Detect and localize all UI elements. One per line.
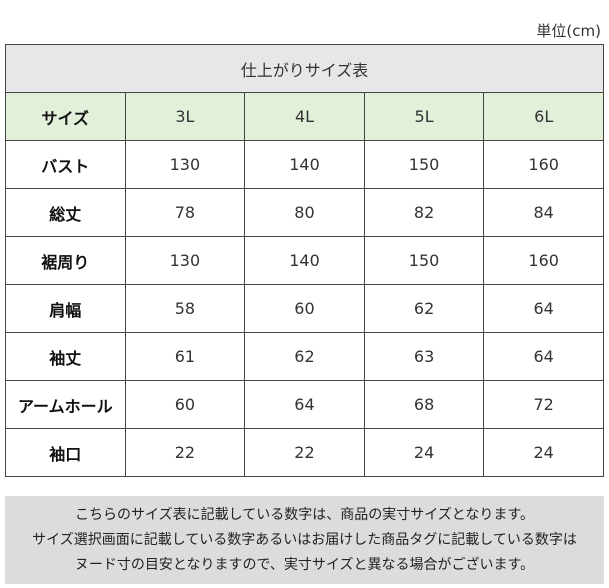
data-row: 裾周り 130 140 150 160 [5, 236, 604, 285]
cell-value: 150 [363, 236, 485, 285]
row-label: 裾周り [5, 236, 126, 285]
size-header: 4L [244, 92, 365, 141]
cell-value: 62 [244, 332, 365, 381]
data-row: アームホール 60 64 68 72 [5, 380, 604, 429]
cell-value: 24 [363, 428, 485, 477]
cell-value: 160 [483, 140, 604, 189]
data-row: 袖丈 61 62 63 64 [5, 332, 604, 381]
note-line: サイズ選択画面に記載している数字あるいはお届けした商品タグに記載している数字は [32, 531, 577, 548]
header-row: サイズ 3L 4L 5L 6L [5, 92, 604, 141]
cell-value: 64 [483, 332, 604, 381]
row-label: 肩幅 [5, 284, 126, 333]
cell-value: 160 [483, 236, 604, 285]
cell-value: 78 [124, 188, 246, 237]
cell-value: 61 [124, 332, 246, 381]
title-row: 仕上がりサイズ表 [5, 44, 604, 93]
table-body: 仕上がりサイズ表 サイズ 3L 4L 5L 6L バスト 130 140 150 160 総丈 78 8… [5, 44, 604, 477]
cell-value: 84 [483, 188, 604, 237]
data-row: バスト 130 140 150 160 [5, 140, 604, 189]
cell-value: 130 [124, 140, 246, 189]
cell-value: 62 [363, 284, 485, 333]
data-row: 総丈 78 80 82 84 [5, 188, 604, 237]
cell-value: 82 [363, 188, 485, 237]
cell-value: 64 [483, 284, 604, 333]
row-label: 袖口 [5, 428, 126, 477]
table-title: 仕上がりサイズ表 [5, 44, 604, 93]
cell-value: 130 [124, 236, 246, 285]
cell-value: 60 [124, 380, 246, 429]
size-table: 仕上がりサイズ表 サイズ 3L 4L 5L 6L バスト 130 140 150 160 総丈 78 8… [5, 44, 604, 477]
cell-value: 80 [244, 188, 365, 237]
data-row: 肩幅 58 60 62 64 [5, 284, 604, 333]
data-row: 袖口 22 22 24 24 [5, 428, 604, 477]
row-label: 袖丈 [5, 332, 126, 381]
header-label: サイズ [5, 92, 126, 141]
row-label: バスト [5, 140, 126, 189]
cell-value: 22 [124, 428, 246, 477]
row-label: アームホール [5, 380, 126, 429]
cell-value: 60 [244, 284, 365, 333]
size-header: 5L [363, 92, 485, 141]
cell-value: 150 [363, 140, 485, 189]
note-line: こちらのサイズ表に記載している数字は、商品の実寸サイズとなります。 [75, 506, 534, 523]
cell-value: 140 [244, 140, 365, 189]
cell-value: 22 [244, 428, 365, 477]
cell-value: 140 [244, 236, 365, 285]
note-line: ヌード寸の目安となりますので、実寸サイズと異なる場合がございます。 [74, 556, 535, 573]
row-label: 総丈 [5, 188, 126, 237]
cell-value: 24 [483, 428, 604, 477]
unit-label: 単位(cm) [536, 22, 601, 40]
cell-value: 64 [244, 380, 365, 429]
size-header: 6L [483, 92, 604, 141]
cell-value: 68 [363, 380, 485, 429]
cell-value: 63 [363, 332, 485, 381]
size-header: 3L [124, 92, 246, 141]
note-box: こちらのサイズ表に記載している数字は、商品の実寸サイズとなります。サイズ選択画面… [5, 496, 604, 584]
cell-value: 58 [124, 284, 246, 333]
cell-value: 72 [483, 380, 604, 429]
